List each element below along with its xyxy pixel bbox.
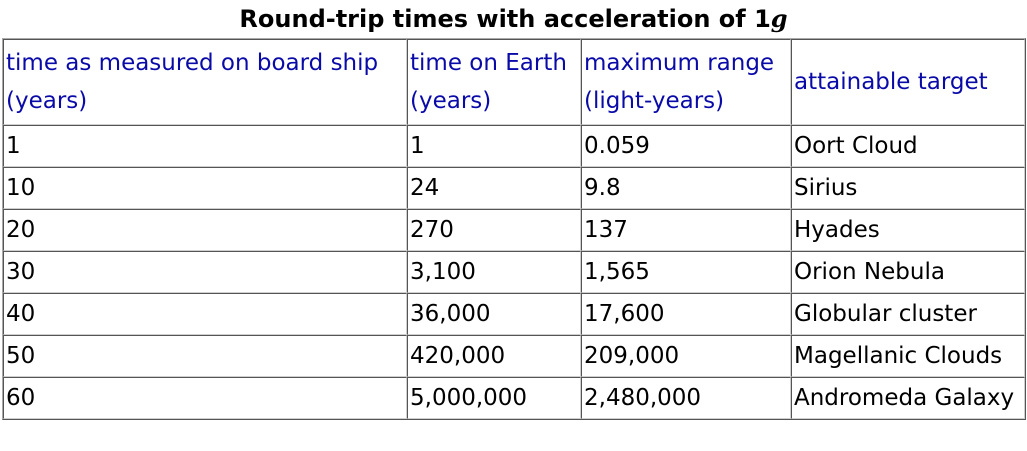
- cell-earth-time: 3,100: [407, 251, 581, 293]
- header-max-range: maximum range (light-years): [581, 39, 791, 125]
- cell-max-range: 17,600: [581, 293, 791, 335]
- cell-target: Hyades: [791, 209, 1025, 251]
- table-caption: Round-trip times with acceleration of 1g: [0, 0, 1027, 38]
- caption-g-unit: g: [770, 4, 788, 33]
- cell-earth-time: 5,000,000: [407, 377, 581, 419]
- cell-ship-time: 40: [3, 293, 407, 335]
- header-target: attainable target: [791, 39, 1025, 125]
- cell-ship-time: 1: [3, 125, 407, 167]
- cell-max-range: 0.059: [581, 125, 791, 167]
- cell-target: Orion Nebula: [791, 251, 1025, 293]
- cell-ship-time: 30: [3, 251, 407, 293]
- table-row: 30 3,100 1,565 Orion Nebula: [3, 251, 1025, 293]
- cell-ship-time: 60: [3, 377, 407, 419]
- cell-target: Magellanic Clouds: [791, 335, 1025, 377]
- cell-earth-time: 36,000: [407, 293, 581, 335]
- header-ship-time: time as measured on board ship (years): [3, 39, 407, 125]
- table-row: 10 24 9.8 Sirius: [3, 167, 1025, 209]
- cell-max-range: 209,000: [581, 335, 791, 377]
- cell-max-range: 137: [581, 209, 791, 251]
- cell-max-range: 9.8: [581, 167, 791, 209]
- cell-ship-time: 10: [3, 167, 407, 209]
- cell-max-range: 1,565: [581, 251, 791, 293]
- table-row: 20 270 137 Hyades: [3, 209, 1025, 251]
- round-trip-table: time as measured on board ship (years) t…: [2, 38, 1026, 420]
- cell-max-range: 2,480,000: [581, 377, 791, 419]
- table-row: 60 5,000,000 2,480,000 Andromeda Galaxy: [3, 377, 1025, 419]
- cell-ship-time: 50: [3, 335, 407, 377]
- cell-target: Sirius: [791, 167, 1025, 209]
- cell-target: Oort Cloud: [791, 125, 1025, 167]
- cell-earth-time: 420,000: [407, 335, 581, 377]
- caption-text: Round-trip times with acceleration of 1: [239, 5, 771, 33]
- cell-earth-time: 24: [407, 167, 581, 209]
- header-earth-time: time on Earth (years): [407, 39, 581, 125]
- cell-ship-time: 20: [3, 209, 407, 251]
- header-row: time as measured on board ship (years) t…: [3, 39, 1025, 125]
- cell-target: Andromeda Galaxy: [791, 377, 1025, 419]
- table-row: 40 36,000 17,600 Globular cluster: [3, 293, 1025, 335]
- cell-earth-time: 270: [407, 209, 581, 251]
- cell-earth-time: 1: [407, 125, 581, 167]
- table-row: 50 420,000 209,000 Magellanic Clouds: [3, 335, 1025, 377]
- cell-target: Globular cluster: [791, 293, 1025, 335]
- table-row: 1 1 0.059 Oort Cloud: [3, 125, 1025, 167]
